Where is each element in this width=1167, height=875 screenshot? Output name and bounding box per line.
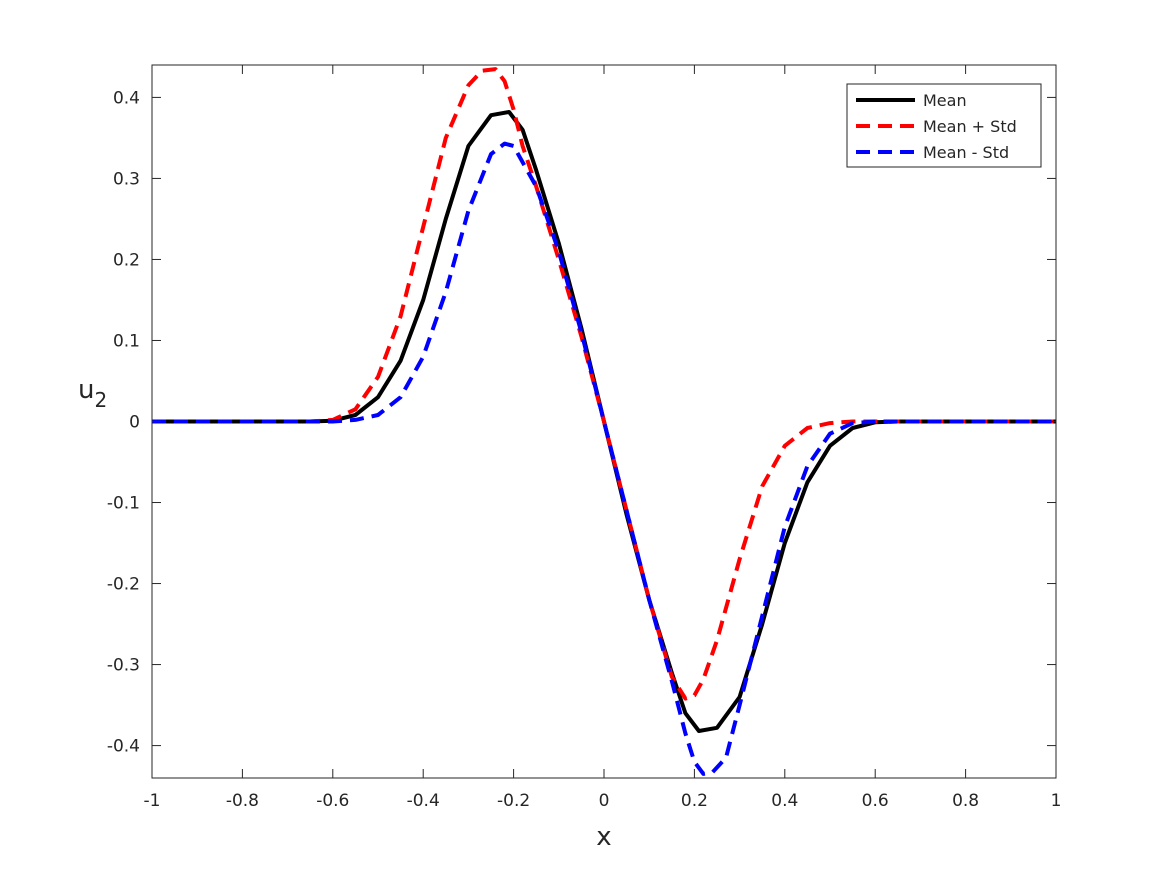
y-tick-label: -0.2 xyxy=(107,575,140,595)
tick-layer xyxy=(151,65,1057,778)
legend-label-mean-minus-std: Mean - Std xyxy=(923,143,1009,162)
x-tick-label: -0.2 xyxy=(497,791,530,811)
x-tick-label: 0.4 xyxy=(771,791,798,811)
series-line-mean-plus-std xyxy=(152,67,1056,701)
x-tick-label: 1 xyxy=(1051,791,1062,811)
legend-label-mean: Mean xyxy=(923,91,967,110)
x-tick-label: -0.6 xyxy=(316,791,349,811)
legend: Mean Mean + Std Mean - Std xyxy=(846,83,1042,168)
x-tick-labels: -1 -0.8 -0.6 -0.4 -0.2 0 0.2 0.4 0.6 0.8 1 xyxy=(144,791,1062,811)
x-tick-label: -0.8 xyxy=(226,791,259,811)
y-tick-label: -0.3 xyxy=(107,656,140,676)
x-tick-label: -1 xyxy=(144,791,161,811)
y-axis-title: u2 xyxy=(78,375,107,412)
x-tick-label: 0.6 xyxy=(862,791,889,811)
y-tick-label: -0.1 xyxy=(107,494,140,514)
x-tick-label: -0.4 xyxy=(407,791,440,811)
y-axis-title-subscript: 2 xyxy=(94,388,107,412)
x-tick-label: 0.2 xyxy=(681,791,708,811)
series-layer xyxy=(152,67,1056,776)
y-tick-label: 0.4 xyxy=(113,88,140,108)
y-tick-label: 0.1 xyxy=(113,331,140,351)
legend-label-mean-plus-std: Mean + Std xyxy=(923,117,1017,136)
y-tick-labels: -0.4 -0.3 -0.2 -0.1 0 0.1 0.2 0.3 0.4 xyxy=(107,88,140,756)
y-axis-title-main: u xyxy=(78,375,94,405)
y-tick-label: 0.3 xyxy=(113,169,140,189)
y-tick-label: -0.4 xyxy=(107,737,140,757)
x-tick-label: 0.8 xyxy=(952,791,979,811)
y-tick-label: 0.2 xyxy=(113,250,140,270)
y-tick-label: 0 xyxy=(129,413,140,433)
x-axis-title: x xyxy=(596,822,611,852)
x-tick-label: 0 xyxy=(599,791,610,811)
series-line-mean-minus-std xyxy=(152,141,1056,776)
